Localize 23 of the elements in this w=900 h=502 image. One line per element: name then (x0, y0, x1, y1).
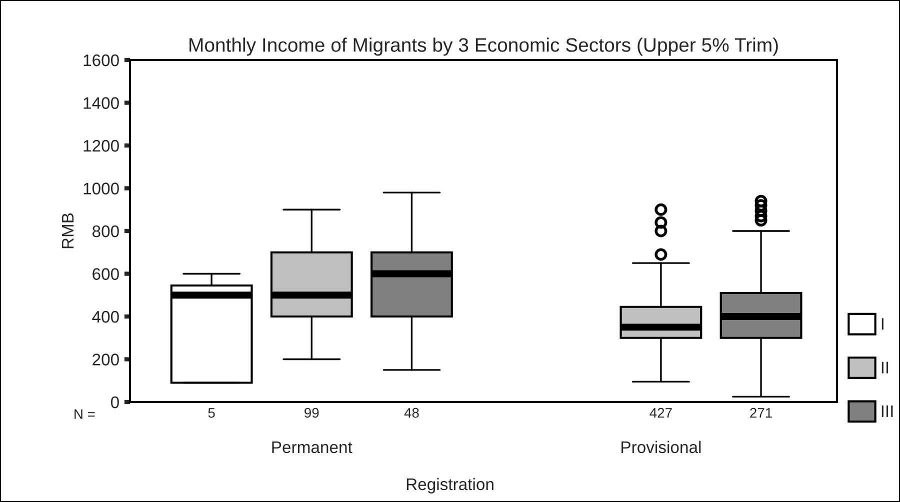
text: 271 (750, 408, 772, 418)
y-tick-label: 800 (92, 225, 119, 238)
chart-title: Monthly Income of Migrants by 3 Economic Sectors (Upper 5% Trim) (190, 38, 778, 56)
text: 48 (404, 408, 419, 418)
legend-label: III (882, 406, 893, 417)
legend-label: I (882, 318, 884, 330)
y-tick-label: 1600 (84, 54, 119, 66)
x-axis-title: Registration (406, 478, 494, 494)
text: N = (74, 409, 95, 419)
y-tick-label: 1400 (84, 97, 119, 109)
y-tick-label: 1200 (84, 140, 119, 152)
text: 99 (304, 408, 319, 418)
y-tick-label: 400 (92, 310, 119, 323)
x-tick-label: Permanent (272, 442, 352, 454)
text: 5 (208, 408, 215, 418)
text: 427 (650, 408, 672, 418)
legend-label: II (882, 362, 888, 374)
y-tick-label: 1000 (84, 182, 119, 194)
y-tick-label: 0 (110, 396, 119, 408)
y-tick-label: 600 (92, 268, 119, 280)
x-tick-label: Provisional (622, 440, 701, 454)
y-axis-title: RMB (62, 213, 74, 248)
y-tick-label: 200 (92, 354, 119, 366)
